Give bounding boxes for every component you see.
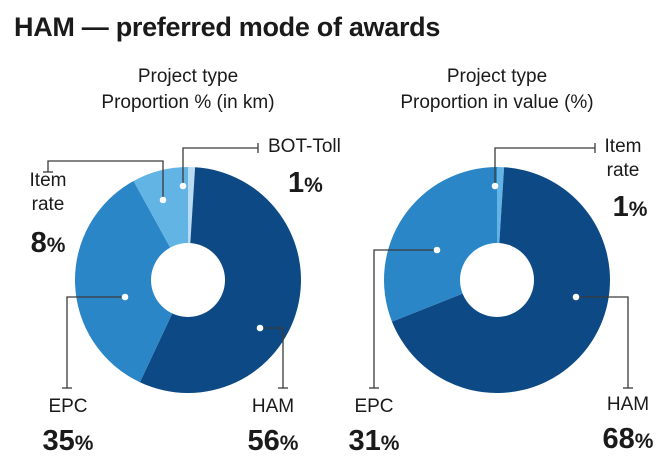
chart-title-line2: Proportion % (in km) bbox=[101, 92, 274, 113]
leader-line-item-rate bbox=[47, 160, 164, 200]
label-item-rate: Item bbox=[605, 136, 642, 157]
leader-line-bot-toll bbox=[182, 147, 258, 186]
leader-line-ham bbox=[260, 327, 284, 388]
value-label-ham: 56% bbox=[248, 425, 299, 457]
page-title: HAM — preferred mode of awards bbox=[14, 12, 441, 42]
leader-dot-epc bbox=[121, 293, 129, 301]
leader-dot-ham bbox=[572, 293, 580, 301]
leader-dot-item-rate bbox=[491, 182, 499, 190]
leader-line-item-rate bbox=[494, 147, 595, 186]
donut-chart-2: Project type Proportion in value (%) Item r… bbox=[349, 66, 654, 457]
label-epc: EPC bbox=[48, 396, 87, 417]
value-label-item-rate: 1% bbox=[613, 191, 648, 223]
leader-dot-ham bbox=[256, 324, 264, 332]
leader-line-ham bbox=[576, 296, 629, 388]
slice-epc bbox=[75, 180, 188, 383]
value-label-epc: 31% bbox=[349, 425, 400, 457]
leader-line-epc bbox=[373, 249, 437, 388]
leader-dot-item-rate bbox=[159, 196, 167, 204]
value-label-bot-toll: 1% bbox=[288, 167, 323, 199]
value-label-ham: 68% bbox=[603, 423, 654, 455]
value-label-epc: 35% bbox=[43, 425, 94, 457]
chart-title-line1: Project type bbox=[447, 66, 547, 87]
label-bot-toll: BOT-Toll bbox=[268, 136, 341, 157]
donut-hole bbox=[460, 243, 534, 317]
leader-dot-epc bbox=[433, 246, 441, 254]
leader-line-epc bbox=[66, 296, 125, 388]
chart-title-line1: Project type bbox=[138, 66, 238, 87]
value-label-item-rate: 8% bbox=[31, 227, 66, 259]
label-ham: HAM bbox=[252, 396, 294, 417]
label-item-rate: Item bbox=[30, 170, 67, 191]
label-item-rate: rate bbox=[32, 194, 65, 215]
donut-chart-1: Project type Proportion % (in km) BOT-Toll… bbox=[30, 66, 341, 457]
leader-dot-bot-toll bbox=[179, 182, 187, 190]
chart-title-line2: Proportion in value (%) bbox=[400, 92, 593, 113]
label-item-rate: rate bbox=[607, 160, 640, 181]
donut-hole bbox=[151, 243, 225, 317]
label-ham: HAM bbox=[607, 394, 649, 415]
label-epc: EPC bbox=[354, 396, 393, 417]
